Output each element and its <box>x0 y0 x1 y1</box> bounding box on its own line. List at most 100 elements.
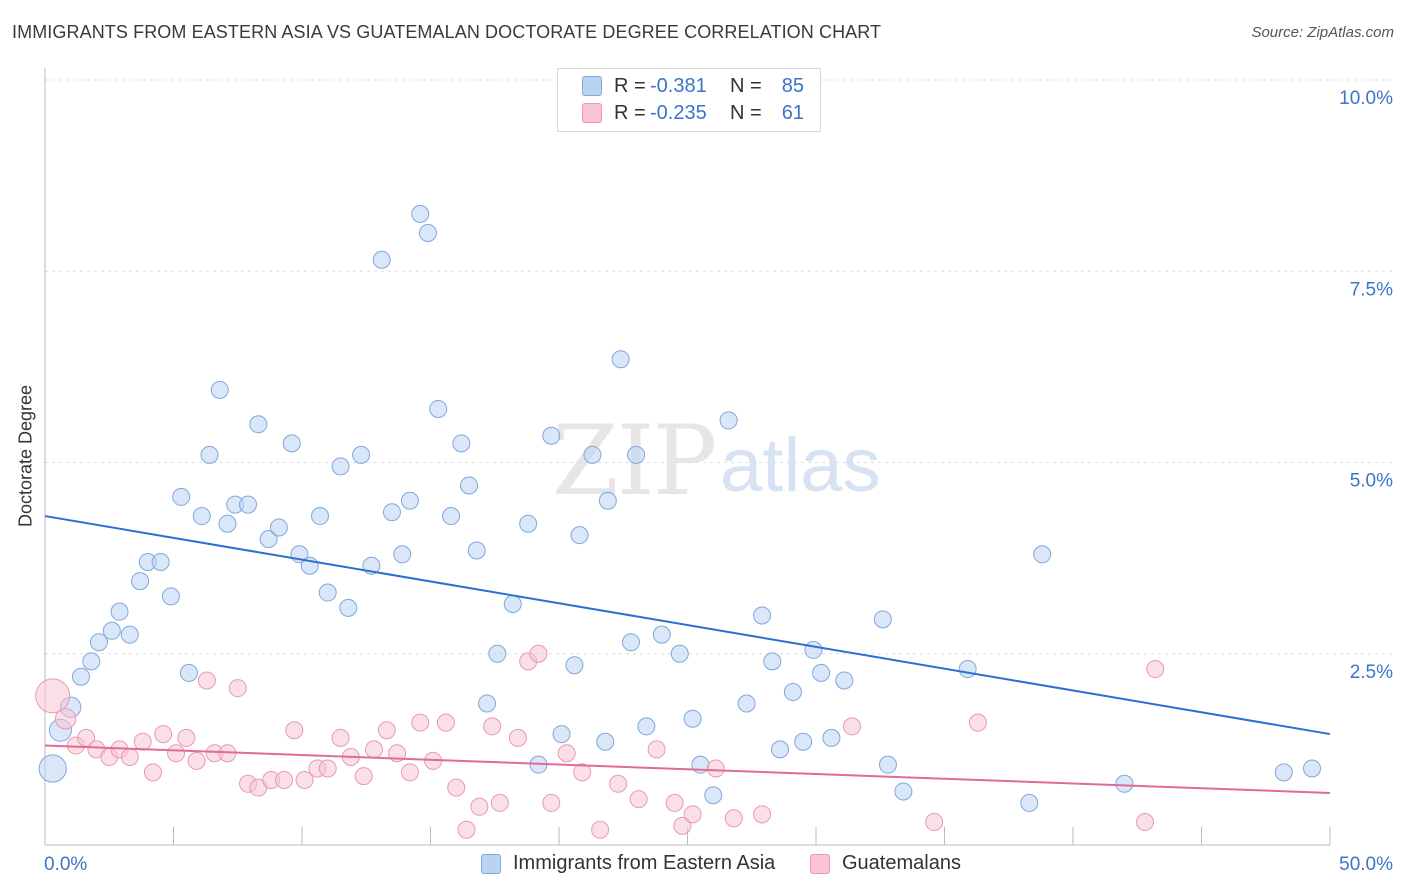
point-eastern-asia <box>737 694 756 713</box>
point-eastern-asia <box>460 476 479 495</box>
point-eastern-asia <box>452 434 471 453</box>
point-eastern-asia <box>393 545 412 564</box>
trendline-guatemalans <box>44 744 1331 794</box>
point-eastern-asia <box>822 728 841 747</box>
point-eastern-asia <box>704 786 723 805</box>
point-guatemalans <box>187 751 206 770</box>
point-eastern-asia <box>596 732 615 751</box>
point-guatemalans <box>508 728 527 747</box>
point-guatemalans <box>331 728 350 747</box>
chart-title: IMMIGRANTS FROM EASTERN ASIA VS GUATEMAL… <box>12 22 882 42</box>
point-guatemalans <box>1146 660 1165 679</box>
point-eastern-asia <box>89 633 108 652</box>
point-guatemalans <box>377 721 396 740</box>
legend-item-guatemalans[interactable]: Guatemalans <box>810 852 961 875</box>
point-guatemalans <box>470 797 489 816</box>
point-guatemalans <box>295 770 314 789</box>
point-guatemalans <box>411 713 430 732</box>
point-eastern-asia <box>873 610 892 629</box>
point-eastern-asia <box>683 709 702 728</box>
source-label: Source: ZipAtlas.com <box>1251 24 1394 41</box>
point-guatemalans <box>120 748 139 767</box>
x-tick-label: 0.0% <box>44 854 87 875</box>
point-eastern-asia <box>878 755 897 774</box>
point-guatemalans <box>1135 813 1154 832</box>
y-tick-label: 2.5% <box>1350 662 1393 683</box>
point-guatemalans <box>197 671 216 690</box>
point-eastern-asia <box>670 644 689 663</box>
point-eastern-asia <box>38 754 67 783</box>
point-eastern-asia <box>382 503 401 522</box>
point-eastern-asia <box>269 518 288 537</box>
point-eastern-asia <box>102 621 121 640</box>
point-eastern-asia <box>318 583 337 602</box>
point-guatemalans <box>285 721 304 740</box>
y-tick-label: 5.0% <box>1350 471 1393 492</box>
point-guatemalans <box>436 713 455 732</box>
r-label: R = <box>614 74 646 97</box>
legend-item-eastern-asia[interactable]: Immigrants from Eastern Asia <box>481 852 775 875</box>
point-guatemalans <box>573 763 592 782</box>
watermark-atlas: atlas <box>720 423 881 508</box>
point-guatemalans <box>968 713 987 732</box>
y-tick-label: 7.5% <box>1350 279 1393 300</box>
point-guatemalans <box>133 732 152 751</box>
point-eastern-asia <box>519 514 538 533</box>
point-eastern-asia <box>310 507 329 526</box>
point-guatemalans <box>925 813 944 832</box>
point-guatemalans <box>529 644 548 663</box>
point-eastern-asia <box>411 204 430 223</box>
y-tick-label: 10.0% <box>1339 88 1393 109</box>
point-guatemalans <box>557 744 576 763</box>
point-eastern-asia <box>71 667 90 686</box>
point-eastern-asia <box>179 663 198 682</box>
point-eastern-asia <box>1033 545 1052 564</box>
point-eastern-asia <box>719 411 738 430</box>
legend-swatch-pink <box>582 103 602 123</box>
point-eastern-asia <box>418 224 437 242</box>
point-eastern-asia <box>763 652 782 671</box>
point-eastern-asia <box>210 380 229 399</box>
point-eastern-asia <box>753 606 772 625</box>
point-eastern-asia <box>652 625 671 644</box>
point-guatemalans <box>318 759 337 778</box>
point-guatemalans <box>609 774 628 793</box>
point-guatemalans <box>364 740 383 759</box>
point-guatemalans <box>647 740 666 759</box>
point-guatemalans <box>35 678 71 714</box>
point-guatemalans <box>167 744 186 763</box>
point-eastern-asia <box>1115 774 1134 793</box>
point-eastern-asia <box>621 633 640 652</box>
n-value: 85 <box>781 74 804 97</box>
point-eastern-asia <box>1303 759 1322 778</box>
point-eastern-asia <box>82 652 101 671</box>
point-eastern-asia <box>488 644 507 663</box>
point-eastern-asia <box>172 487 191 506</box>
point-guatemalans <box>54 708 77 730</box>
point-eastern-asia <box>400 491 419 510</box>
n-label: N = <box>730 74 762 97</box>
trendline-eastern-asia <box>44 515 1331 736</box>
point-eastern-asia <box>442 507 461 526</box>
point-guatemalans <box>673 816 692 835</box>
point-eastern-asia <box>478 694 497 713</box>
point-eastern-asia <box>429 399 448 418</box>
r-value: -0.381 <box>650 74 707 97</box>
point-eastern-asia <box>503 595 522 614</box>
r-label: R = <box>614 101 646 124</box>
point-eastern-asia <box>552 725 571 744</box>
y-axis-title: Doctorate Degree <box>15 384 36 528</box>
point-eastern-asia <box>804 640 823 659</box>
point-eastern-asia <box>771 740 790 759</box>
point-guatemalans <box>591 820 610 839</box>
point-eastern-asia <box>565 656 584 675</box>
point-eastern-asia <box>1020 793 1039 812</box>
point-eastern-asia <box>249 415 268 434</box>
point-eastern-asia <box>131 572 150 591</box>
point-eastern-asia <box>151 552 170 571</box>
point-eastern-asia <box>239 495 258 514</box>
point-eastern-asia <box>372 250 391 269</box>
point-eastern-asia <box>583 445 602 464</box>
point-guatemalans <box>683 805 702 824</box>
